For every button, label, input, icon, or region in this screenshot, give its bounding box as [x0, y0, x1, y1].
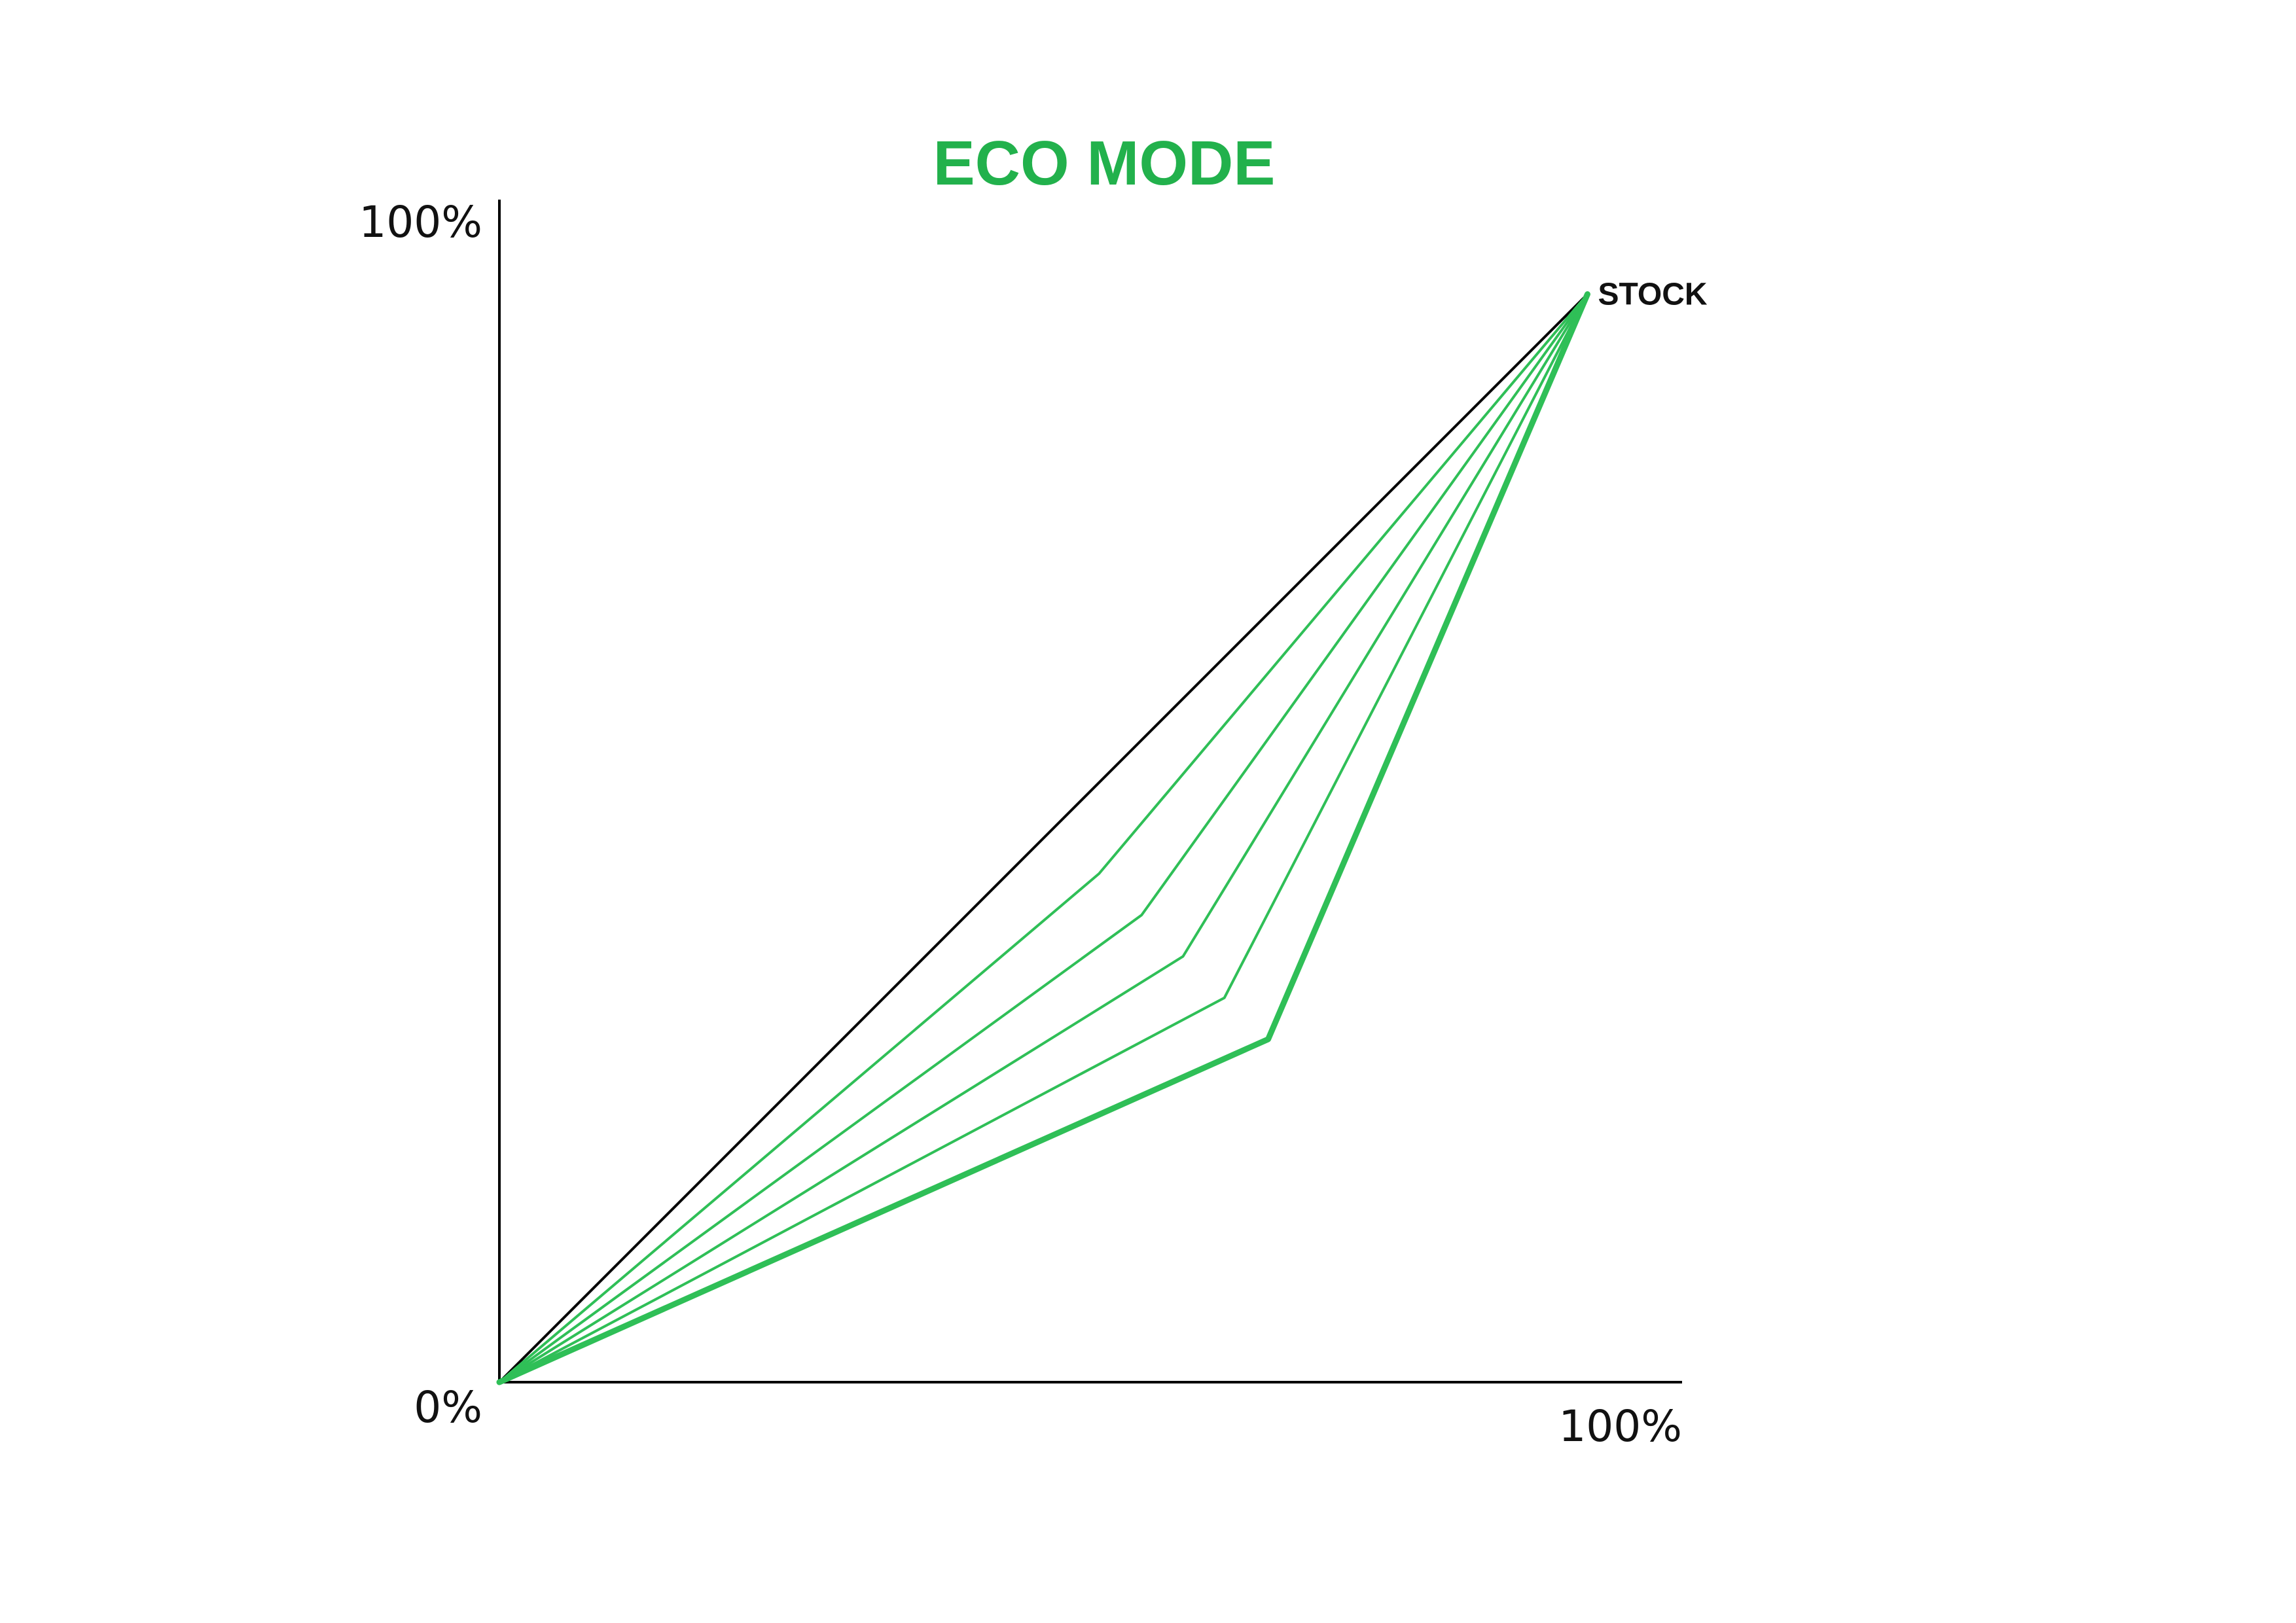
series-line-2 [498, 293, 1589, 1383]
series-line-1 [498, 293, 1589, 1383]
series-layer [496, 291, 1590, 1385]
series-line-4 [498, 293, 1589, 1383]
chart-title: ECO MODE [933, 128, 1276, 198]
series-line-3 [498, 293, 1589, 1383]
series-line-5 [498, 293, 1589, 1383]
series-line-6 [496, 291, 1590, 1385]
y-tick-label-top: 100% [359, 197, 482, 247]
origin-tick-label: 0% [414, 1382, 482, 1433]
x-tick-label-right: 100% [1558, 1401, 1682, 1452]
stock-annotation: STOCK [1598, 277, 1707, 312]
